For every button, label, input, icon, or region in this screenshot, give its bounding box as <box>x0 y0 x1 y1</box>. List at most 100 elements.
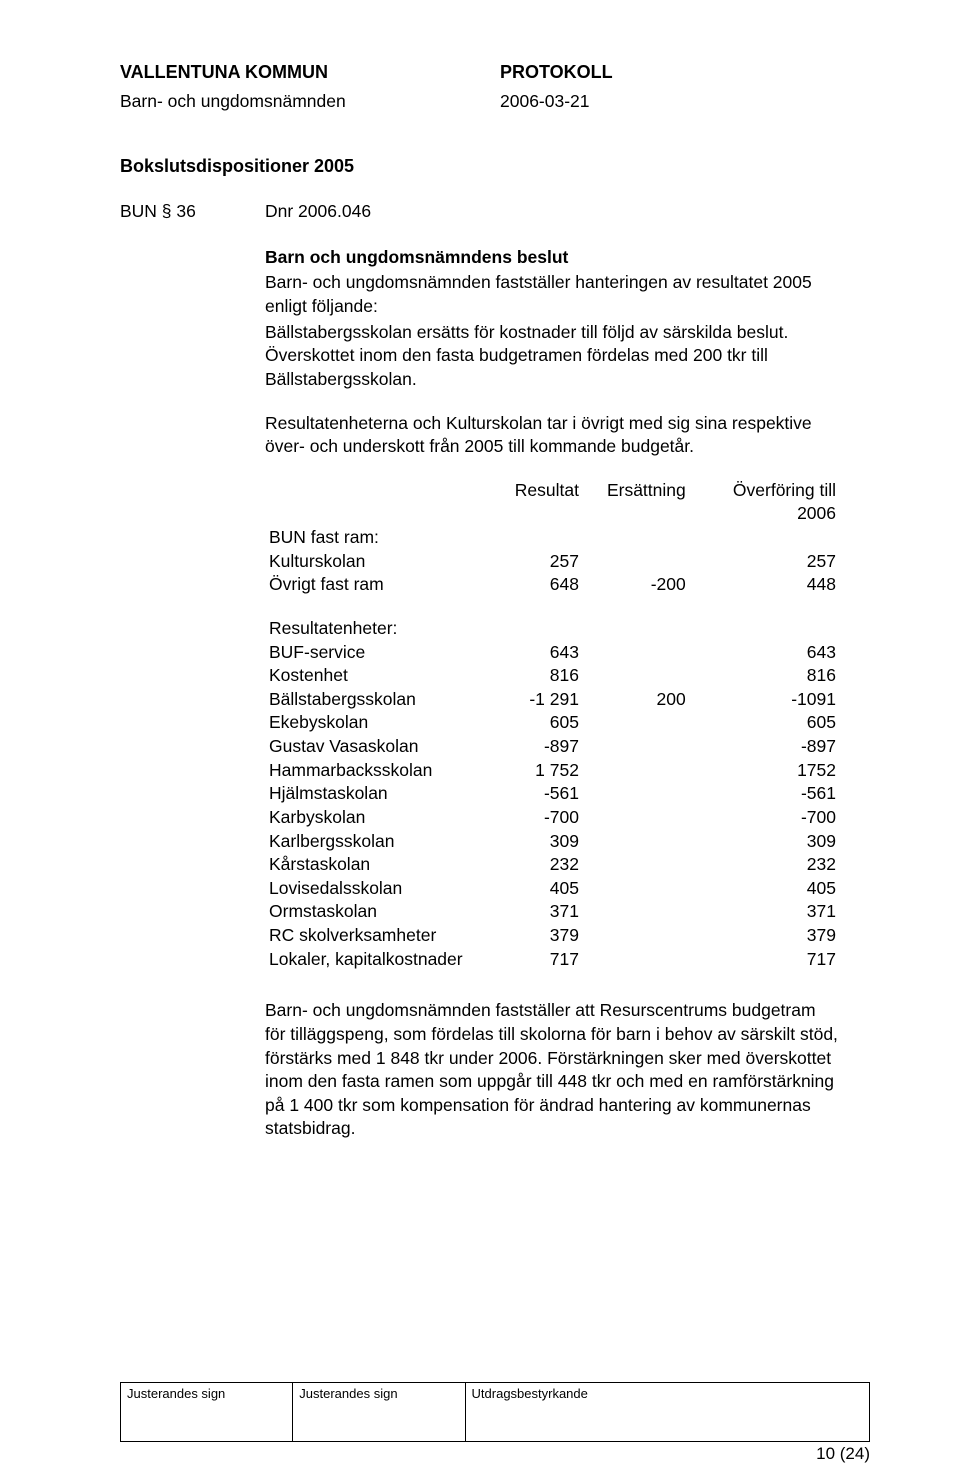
table-row: RC skolverksamheter379379 <box>265 924 840 948</box>
row-ersattning <box>583 877 690 901</box>
row-ersattning <box>583 711 690 735</box>
paragraph-4: Barn- och ungdomsnämnden fastställer att… <box>265 999 840 1141</box>
table-row: Lokaler, kapitalkostnader717717 <box>265 948 840 972</box>
paragraph-3: Resultatenheterna och Kulturskolan tar i… <box>265 412 840 459</box>
page-number: 10 (24) <box>816 1443 870 1466</box>
result-heading-row: Resultatenheter: <box>265 617 840 641</box>
row-overforing: 309 <box>690 830 840 854</box>
table-row: Karlbergsskolan309309 <box>265 830 840 854</box>
table-row: Hjälmstaskolan-561-561 <box>265 782 840 806</box>
footer-cell-sign-2: Justerandes sign <box>293 1383 465 1442</box>
row-ersattning: 200 <box>583 688 690 712</box>
result-heading: Resultatenheter: <box>265 617 840 641</box>
row-overforing: 643 <box>690 641 840 665</box>
row-label: Gustav Vasaskolan <box>265 735 478 759</box>
row-overforing: 232 <box>690 853 840 877</box>
row-label: Hammarbacksskolan <box>265 759 478 783</box>
table-row: Hammarbacksskolan1 7521752 <box>265 759 840 783</box>
paragraph-1: Barn- och ungdomsnämnden fastställer han… <box>265 271 840 318</box>
col-header-resultat: Resultat <box>478 479 583 526</box>
row-label: Hjälmstaskolan <box>265 782 478 806</box>
table-row: BUF-service643643 <box>265 641 840 665</box>
row-label: Lokaler, kapitalkostnader <box>265 948 478 972</box>
table-row: Gustav Vasaskolan-897-897 <box>265 735 840 759</box>
row-overforing: 816 <box>690 664 840 688</box>
row-resultat: 309 <box>478 830 583 854</box>
row-overforing: 448 <box>690 573 840 597</box>
row-ersattning <box>583 759 690 783</box>
row-overforing: 257 <box>690 550 840 574</box>
row-resultat: 371 <box>478 900 583 924</box>
allocation-table: Resultat Ersättning Överföring till 2006… <box>265 479 840 972</box>
bun-dnr: Dnr 2006.046 <box>265 200 371 224</box>
row-label: Kostenhet <box>265 664 478 688</box>
row-ersattning <box>583 830 690 854</box>
footer-cell-cert: Utdragsbestyrkande <box>465 1383 869 1442</box>
bun-row: BUN § 36 Dnr 2006.046 <box>120 200 870 224</box>
row-overforing: 605 <box>690 711 840 735</box>
row-resultat: 379 <box>478 924 583 948</box>
row-resultat: 605 <box>478 711 583 735</box>
row-label: Kulturskolan <box>265 550 478 574</box>
fast-ram-heading-row: BUN fast ram: <box>265 526 840 550</box>
row-resultat: 717 <box>478 948 583 972</box>
document-date: 2006-03-21 <box>500 90 590 114</box>
col-header-ersattning: Ersättning <box>583 479 690 526</box>
row-label: BUF-service <box>265 641 478 665</box>
row-overforing: -561 <box>690 782 840 806</box>
row-ersattning <box>583 924 690 948</box>
row-resultat: -561 <box>478 782 583 806</box>
table-row: Karbyskolan-700-700 <box>265 806 840 830</box>
section-title: Bokslutsdispositioner 2005 <box>120 154 870 178</box>
row-label: Övrigt fast ram <box>265 573 478 597</box>
row-label: Ormstaskolan <box>265 900 478 924</box>
row-ersattning <box>583 664 690 688</box>
row-ersattning <box>583 900 690 924</box>
row-resultat: 257 <box>478 550 583 574</box>
table-row: Lovisedalsskolan405405 <box>265 877 840 901</box>
table-row: Ormstaskolan371371 <box>265 900 840 924</box>
committee-name: Barn- och ungdomsnämnden <box>120 90 500 114</box>
row-ersattning <box>583 782 690 806</box>
subheader-row: Barn- och ungdomsnämnden 2006-03-21 <box>120 90 870 114</box>
row-resultat: 232 <box>478 853 583 877</box>
row-ersattning <box>583 550 690 574</box>
row-ersattning <box>583 806 690 830</box>
row-ersattning <box>583 948 690 972</box>
row-ersattning: -200 <box>583 573 690 597</box>
row-overforing: 371 <box>690 900 840 924</box>
footer-cell-sign-1: Justerandes sign <box>121 1383 293 1442</box>
table-row: Övrigt fast ram648-200448 <box>265 573 840 597</box>
row-overforing: 717 <box>690 948 840 972</box>
paragraph-2: Bällstabergsskolan ersätts för kostnader… <box>265 321 840 392</box>
doc-type: PROTOKOLL <box>500 60 613 84</box>
row-overforing: -1091 <box>690 688 840 712</box>
table-header-row: Resultat Ersättning Överföring till 2006 <box>265 479 840 526</box>
row-label: Bällstabergsskolan <box>265 688 478 712</box>
row-ersattning <box>583 735 690 759</box>
row-label: Karlbergsskolan <box>265 830 478 854</box>
row-resultat: 405 <box>478 877 583 901</box>
table-row: Kostenhet816816 <box>265 664 840 688</box>
row-label: Lovisedalsskolan <box>265 877 478 901</box>
row-label: RC skolverksamheter <box>265 924 478 948</box>
row-resultat: 643 <box>478 641 583 665</box>
table-row: Bällstabergsskolan-1 291200-1091 <box>265 688 840 712</box>
table-row: Kårstaskolan232232 <box>265 853 840 877</box>
row-overforing: -700 <box>690 806 840 830</box>
table-row: Ekebyskolan605605 <box>265 711 840 735</box>
table-row: Kulturskolan257257 <box>265 550 840 574</box>
row-ersattning <box>583 853 690 877</box>
row-overforing: 379 <box>690 924 840 948</box>
row-label: Ekebyskolan <box>265 711 478 735</box>
footer: Justerandes sign Justerandes sign Utdrag… <box>120 1382 870 1442</box>
row-resultat: -897 <box>478 735 583 759</box>
row-resultat: 648 <box>478 573 583 597</box>
row-overforing: -897 <box>690 735 840 759</box>
bun-label: BUN § 36 <box>120 200 265 224</box>
decision-heading: Barn och ungdomsnämndens beslut <box>265 246 840 270</box>
row-label: Karbyskolan <box>265 806 478 830</box>
fast-ram-heading: BUN fast ram: <box>265 526 840 550</box>
row-overforing: 405 <box>690 877 840 901</box>
row-resultat: -700 <box>478 806 583 830</box>
